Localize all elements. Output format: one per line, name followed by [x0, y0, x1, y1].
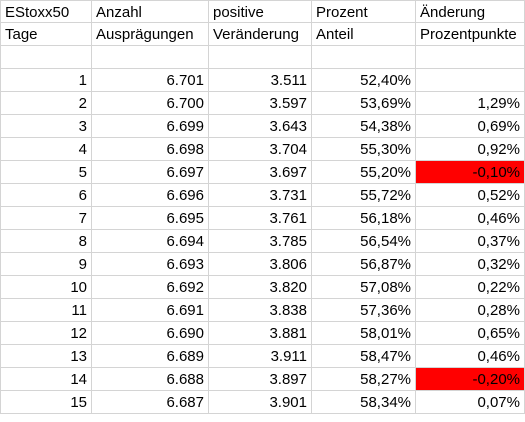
cell-prozent[interactable]: 58,34%	[312, 391, 416, 414]
cell-tage[interactable]: 12	[0, 322, 92, 345]
cell-anzahl[interactable]: 6.687	[92, 391, 209, 414]
empty-cell[interactable]	[209, 46, 312, 69]
cell-positive[interactable]: 3.838	[209, 299, 312, 322]
cell-prozent[interactable]: 55,20%	[312, 161, 416, 184]
cell-positive[interactable]: 3.643	[209, 115, 312, 138]
cell-prozent[interactable]: 58,01%	[312, 322, 416, 345]
cell-prozent[interactable]: 56,54%	[312, 230, 416, 253]
cell-prozent[interactable]: 52,40%	[312, 69, 416, 92]
cell-aenderung[interactable]: 0,69%	[416, 115, 525, 138]
cell-tage[interactable]: 15	[0, 391, 92, 414]
cell-tage[interactable]: 11	[0, 299, 92, 322]
cell-header-anteil[interactable]: Anteil	[312, 23, 416, 46]
cell-positive[interactable]: 3.881	[209, 322, 312, 345]
cell-prozent[interactable]: 55,72%	[312, 184, 416, 207]
cell-anzahl[interactable]: 6.688	[92, 368, 209, 391]
cell-anzahl[interactable]: 6.699	[92, 115, 209, 138]
cell-positive[interactable]: 3.761	[209, 207, 312, 230]
cell-anzahl[interactable]: 6.692	[92, 276, 209, 299]
cell-positive[interactable]: 3.704	[209, 138, 312, 161]
cell-aenderung[interactable]: -0,20%	[416, 368, 525, 391]
cell-aenderung[interactable]: 1,29%	[416, 92, 525, 115]
cell-anzahl[interactable]: 6.697	[92, 161, 209, 184]
cell-anzahl[interactable]: 6.689	[92, 345, 209, 368]
empty-cell[interactable]	[312, 46, 416, 69]
cell-aenderung[interactable]: -0,10%	[416, 161, 525, 184]
cell-aenderung[interactable]: 0,32%	[416, 253, 525, 276]
cell-tage[interactable]: 3	[0, 115, 92, 138]
cell-anzahl[interactable]: 6.691	[92, 299, 209, 322]
cell-positive[interactable]: 3.897	[209, 368, 312, 391]
cell-aenderung[interactable]: 0,65%	[416, 322, 525, 345]
cell-positive[interactable]: 3.731	[209, 184, 312, 207]
cell-tage[interactable]: 10	[0, 276, 92, 299]
cell-tage[interactable]: 13	[0, 345, 92, 368]
cell-anzahl[interactable]: 6.695	[92, 207, 209, 230]
cell-aenderung[interactable]: 0,28%	[416, 299, 525, 322]
cell-anzahl[interactable]: 6.690	[92, 322, 209, 345]
cell-header-veraenderung[interactable]: Veränderung	[209, 23, 312, 46]
cell-aenderung[interactable]: 0,52%	[416, 184, 525, 207]
cell-header-auspraegungen[interactable]: Ausprägungen	[92, 23, 209, 46]
cell-anzahl[interactable]: 6.693	[92, 253, 209, 276]
cell-anzahl[interactable]: 6.696	[92, 184, 209, 207]
cell-anzahl[interactable]: 6.701	[92, 69, 209, 92]
cell-tage[interactable]: 1	[0, 69, 92, 92]
cell-tage[interactable]: 6	[0, 184, 92, 207]
cell-prozent[interactable]: 53,69%	[312, 92, 416, 115]
cell-prozent[interactable]: 57,36%	[312, 299, 416, 322]
cell-prozent[interactable]: 56,18%	[312, 207, 416, 230]
cell-aenderung[interactable]: 0,46%	[416, 345, 525, 368]
cell-header-prozent[interactable]: Prozent	[312, 0, 416, 23]
cell-positive[interactable]: 3.785	[209, 230, 312, 253]
cell-positive[interactable]: 3.511	[209, 69, 312, 92]
cell-prozent[interactable]: 56,87%	[312, 253, 416, 276]
cell-header-tage[interactable]: Tage	[0, 23, 92, 46]
cell-prozent[interactable]: 54,38%	[312, 115, 416, 138]
cell-anzahl[interactable]: 6.694	[92, 230, 209, 253]
cell-aenderung[interactable]	[416, 69, 525, 92]
cell-header-positive[interactable]: positive	[209, 0, 312, 23]
cell-prozent[interactable]: 58,47%	[312, 345, 416, 368]
empty-cell[interactable]	[416, 46, 525, 69]
cell-tage[interactable]: 2	[0, 92, 92, 115]
cell-positive[interactable]: 3.911	[209, 345, 312, 368]
cell-positive[interactable]: 3.697	[209, 161, 312, 184]
cell-tage[interactable]: 4	[0, 138, 92, 161]
cell-aenderung[interactable]: 0,46%	[416, 207, 525, 230]
cell-aenderung[interactable]: 0,22%	[416, 276, 525, 299]
cell-header-prozentpunkte[interactable]: Prozentpunkte	[416, 23, 525, 46]
cell-anzahl[interactable]: 6.700	[92, 92, 209, 115]
cell-header-anzahl[interactable]: Anzahl	[92, 0, 209, 23]
cell-anzahl[interactable]: 6.698	[92, 138, 209, 161]
cell-sheet-title[interactable]: EStoxx50	[0, 0, 92, 23]
cell-aenderung[interactable]: 0,07%	[416, 391, 525, 414]
cell-positive[interactable]: 3.820	[209, 276, 312, 299]
cell-prozent[interactable]: 55,30%	[312, 138, 416, 161]
cell-aenderung[interactable]: 0,92%	[416, 138, 525, 161]
cell-tage[interactable]: 7	[0, 207, 92, 230]
empty-cell[interactable]	[0, 46, 92, 69]
cell-tage[interactable]: 8	[0, 230, 92, 253]
cell-prozent[interactable]: 57,08%	[312, 276, 416, 299]
cell-positive[interactable]: 3.597	[209, 92, 312, 115]
cell-prozent[interactable]: 58,27%	[312, 368, 416, 391]
cell-tage[interactable]: 14	[0, 368, 92, 391]
empty-cell[interactable]	[92, 46, 209, 69]
cell-tage[interactable]: 9	[0, 253, 92, 276]
cell-positive[interactable]: 3.901	[209, 391, 312, 414]
cell-tage[interactable]: 5	[0, 161, 92, 184]
cell-positive[interactable]: 3.806	[209, 253, 312, 276]
cell-aenderung[interactable]: 0,37%	[416, 230, 525, 253]
cell-header-aenderung[interactable]: Änderung	[416, 0, 525, 23]
